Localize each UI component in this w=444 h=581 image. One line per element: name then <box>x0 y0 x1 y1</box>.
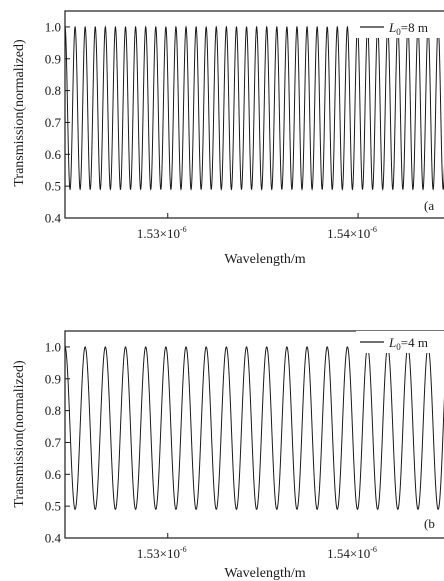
y-tick-label-a-4: 0.8 <box>45 83 61 98</box>
x-tick-label-a-0: 1.53×10-6 <box>137 225 187 241</box>
legend-value-a: =8 m <box>401 20 428 35</box>
y-tick-label-b-1: 0.5 <box>45 499 61 514</box>
x-tick-label-a-1: 1.54×10-6 <box>327 225 377 241</box>
legend-subscript-a: 0 <box>396 27 401 37</box>
y-tick-label-a-2: 0.6 <box>45 147 62 162</box>
legend-bg-a <box>356 16 444 38</box>
x-tick-label-b-0: 1.53×10-6 <box>137 545 187 561</box>
y-tick-label-a-3: 0.7 <box>45 115 62 130</box>
y-tick-label-a-5: 0.9 <box>45 51 61 66</box>
plot-frame-b <box>64 330 444 539</box>
chart-panel-b: 0.4 0.5 0.6 0.7 0.8 0.9 1.0 1.53×10-6 1.54×10-6… <box>12 330 444 581</box>
panel-tag-b: (b <box>424 516 435 531</box>
legend-bg-b <box>356 331 444 353</box>
legend-text-b: L0=4 m <box>388 335 428 352</box>
chart-panel-a: 0.4 0.5 0.6 0.7 0.8 0.9 1.0 1.53×10-6 1.54×10-6… <box>12 10 444 267</box>
y-ticks-b: 0.4 0.5 0.6 0.7 0.8 0.9 1.0 <box>45 339 70 546</box>
y-tick-label-b-3: 0.7 <box>45 435 62 450</box>
panel-tag-bg-b <box>418 513 444 533</box>
x-axis-label-b: Wavelength/m <box>224 566 305 581</box>
transmission-curve-a <box>64 25 444 191</box>
y-axis-label-b: Transmission(normalized) <box>12 360 27 508</box>
y-tick-label-a-1: 0.5 <box>45 179 61 194</box>
plot-frame-a <box>64 10 444 219</box>
legend-symbol-a: L <box>388 20 396 35</box>
transmission-curve-b <box>64 346 444 510</box>
x-tick-label-b-1: 1.54×10-6 <box>327 545 377 561</box>
y-tick-label-a-6: 1.0 <box>45 19 61 34</box>
legend-b: L0=4 m <box>356 331 444 353</box>
legend-value-b: =4 m <box>401 335 428 350</box>
y-tick-label-a-0: 0.4 <box>45 211 62 226</box>
x-axis-label-a: Wavelength/m <box>224 252 305 267</box>
legend-subscript-b: 0 <box>396 342 401 352</box>
panel-tag-a: (a <box>424 198 434 213</box>
y-ticks-a: 0.4 0.5 0.6 0.7 0.8 0.9 1.0 <box>45 19 70 226</box>
y-tick-label-b-4: 0.8 <box>45 403 61 418</box>
y-tick-label-b-6: 1.0 <box>45 339 61 354</box>
y-tick-label-b-5: 0.9 <box>45 371 61 386</box>
x-ticks-b: 1.53×10-6 1.54×10-6 <box>137 533 377 561</box>
legend-a: L0=8 m <box>356 16 444 38</box>
y-axis-label-a: Transmission(normalized) <box>12 39 27 187</box>
x-ticks-a: 1.53×10-6 1.54×10-6 <box>137 213 377 241</box>
panel-tag-bg-a <box>418 195 444 215</box>
legend-text-a: L0=8 m <box>388 20 428 37</box>
legend-symbol-b: L <box>388 335 396 350</box>
y-tick-label-b-2: 0.6 <box>45 467 62 482</box>
y-tick-label-b-0: 0.4 <box>45 531 62 546</box>
